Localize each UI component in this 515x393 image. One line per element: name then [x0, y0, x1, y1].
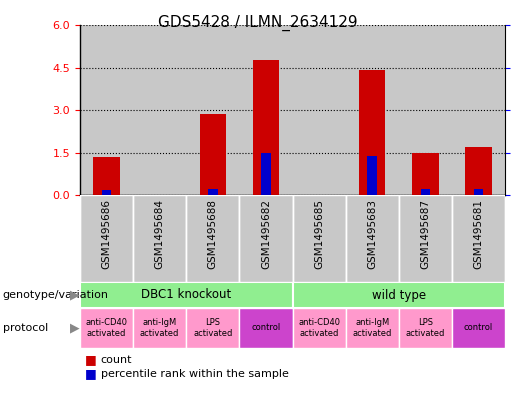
Bar: [261, 152, 271, 195]
Text: ■: ■: [85, 353, 97, 367]
Text: GSM1495682: GSM1495682: [261, 199, 271, 269]
Bar: [80, 308, 133, 348]
Bar: [93, 157, 120, 195]
Text: ▶: ▶: [70, 321, 79, 334]
Text: ▶: ▶: [70, 288, 79, 301]
Bar: [412, 152, 439, 195]
Text: anti-CD40
activated: anti-CD40 activated: [85, 318, 128, 338]
Bar: [239, 195, 293, 282]
Bar: [80, 25, 133, 195]
Bar: [186, 195, 239, 282]
Bar: [346, 308, 399, 348]
Text: anti-IgM
activated: anti-IgM activated: [140, 318, 179, 338]
Text: LPS
activated: LPS activated: [406, 318, 445, 338]
Text: GSM1495688: GSM1495688: [208, 199, 218, 269]
Bar: [399, 308, 452, 348]
Bar: [80, 282, 293, 308]
Text: GSM1495683: GSM1495683: [367, 199, 377, 269]
Bar: [452, 25, 505, 195]
Text: control: control: [251, 323, 281, 332]
Bar: [421, 189, 430, 195]
Bar: [133, 308, 186, 348]
Bar: [399, 25, 452, 195]
Bar: [465, 147, 492, 195]
Text: anti-CD40
activated: anti-CD40 activated: [298, 318, 340, 338]
Text: GSM1495687: GSM1495687: [420, 199, 431, 269]
Text: control: control: [464, 323, 493, 332]
Text: percentile rank within the sample: percentile rank within the sample: [100, 369, 288, 379]
Bar: [253, 61, 279, 195]
Bar: [239, 25, 293, 195]
Text: protocol: protocol: [3, 323, 48, 333]
Text: GSM1495686: GSM1495686: [101, 199, 112, 269]
Bar: [293, 195, 346, 282]
Bar: [293, 25, 346, 195]
Text: count: count: [100, 355, 132, 365]
Text: GDS5428 / ILMN_2634129: GDS5428 / ILMN_2634129: [158, 15, 357, 31]
Bar: [399, 195, 452, 282]
Bar: [186, 308, 239, 348]
Text: GSM1495681: GSM1495681: [473, 199, 484, 269]
Text: GSM1495685: GSM1495685: [314, 199, 324, 269]
Bar: [346, 25, 399, 195]
Text: ■: ■: [85, 367, 97, 380]
Text: anti-IgM
activated: anti-IgM activated: [352, 318, 392, 338]
Bar: [186, 25, 239, 195]
Bar: [367, 156, 377, 195]
Bar: [239, 308, 293, 348]
Text: genotype/variation: genotype/variation: [3, 290, 109, 300]
Bar: [199, 114, 226, 195]
Bar: [293, 282, 505, 308]
Bar: [133, 25, 186, 195]
Bar: [133, 195, 186, 282]
Bar: [359, 70, 385, 195]
Text: GSM1495684: GSM1495684: [154, 199, 165, 269]
Text: wild type: wild type: [372, 288, 426, 301]
Bar: [293, 308, 346, 348]
Bar: [474, 189, 483, 195]
Bar: [452, 195, 505, 282]
Bar: [208, 189, 218, 195]
Bar: [102, 190, 111, 195]
Bar: [346, 195, 399, 282]
Bar: [452, 308, 505, 348]
Text: DBC1 knockout: DBC1 knockout: [141, 288, 231, 301]
Text: LPS
activated: LPS activated: [193, 318, 232, 338]
Bar: [80, 195, 133, 282]
